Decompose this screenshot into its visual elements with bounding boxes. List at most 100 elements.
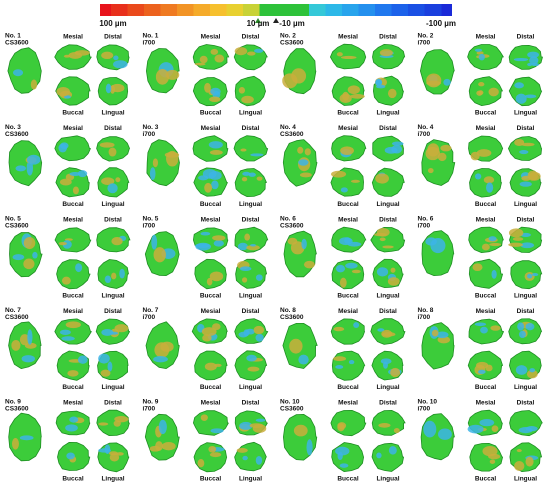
view-label: Lingual bbox=[239, 384, 262, 391]
deviation-patch bbox=[438, 428, 452, 440]
deviation-patch bbox=[440, 144, 452, 152]
view-label: Mesial bbox=[476, 125, 496, 132]
deviation-patch bbox=[336, 52, 343, 57]
view-label: Distal bbox=[242, 34, 260, 41]
view-label: Mesial bbox=[476, 400, 496, 407]
view-label: Distal bbox=[104, 400, 122, 407]
deviation-patch bbox=[513, 57, 529, 62]
deviation-patch bbox=[437, 152, 447, 162]
deviation-patch bbox=[23, 258, 35, 270]
deviation-patch bbox=[382, 245, 394, 249]
view-label: Distal bbox=[379, 308, 397, 315]
deviation-patch bbox=[77, 355, 88, 364]
deviation-patch bbox=[478, 53, 485, 61]
deviation-patch bbox=[515, 93, 527, 104]
tooth-surface bbox=[8, 140, 43, 187]
deviation-patch bbox=[149, 167, 156, 181]
view-label: Lingual bbox=[101, 384, 124, 391]
deviation-patch bbox=[525, 456, 534, 467]
deviation-patch bbox=[98, 353, 110, 364]
deviation-patch bbox=[209, 452, 222, 458]
deviation-patch bbox=[350, 94, 365, 99]
view-label: Distal bbox=[104, 125, 122, 132]
tooth-surface bbox=[468, 258, 503, 289]
view-label: Distal bbox=[379, 125, 397, 132]
deviation-patch bbox=[289, 338, 303, 354]
deviation-patch bbox=[486, 182, 494, 193]
tooth-surface bbox=[371, 442, 404, 472]
panel-number: No. 7 bbox=[5, 307, 21, 314]
deviation-patch bbox=[59, 178, 72, 186]
deviation-patch bbox=[242, 455, 248, 461]
view-label: Lingual bbox=[239, 476, 262, 483]
deviation-patch bbox=[348, 360, 355, 365]
deviation-patch bbox=[239, 421, 253, 430]
deviation-patch bbox=[151, 234, 158, 250]
deviation-patch bbox=[60, 142, 69, 149]
deviation-patch bbox=[489, 242, 502, 247]
deviation-patch bbox=[377, 328, 385, 332]
deviation-patch bbox=[340, 146, 354, 155]
deviation-patch bbox=[247, 366, 260, 372]
view-label: Lingual bbox=[514, 201, 537, 208]
deviation-patch bbox=[165, 69, 180, 80]
deviation-patch bbox=[153, 356, 168, 363]
deviation-patch bbox=[508, 228, 524, 238]
deviation-patch bbox=[161, 442, 176, 451]
view-label: Distal bbox=[517, 34, 535, 41]
deviation-patch bbox=[199, 55, 208, 64]
deviation-patch bbox=[467, 424, 484, 434]
scale-segment bbox=[358, 4, 376, 16]
view-label: Distal bbox=[242, 400, 260, 407]
deviation-patch bbox=[66, 452, 75, 460]
panel-number: No. 6 bbox=[418, 216, 434, 223]
deviation-patch bbox=[208, 171, 222, 180]
scale-label: 100 µm bbox=[99, 19, 126, 28]
panel-device: CS3600 bbox=[280, 131, 304, 138]
panel-number: No. 2 bbox=[418, 33, 434, 40]
view-label: Buccal bbox=[475, 384, 497, 391]
deviation-patch bbox=[12, 254, 25, 261]
view-label: Buccal bbox=[475, 110, 497, 117]
deviation-patch bbox=[514, 82, 524, 89]
deviation-patch bbox=[15, 165, 27, 172]
view-label: Distal bbox=[379, 34, 397, 41]
deviation-patch bbox=[204, 182, 213, 193]
deviation-patch bbox=[391, 144, 403, 154]
deviation-patch bbox=[65, 424, 78, 432]
panel-device: CS3600 bbox=[5, 131, 29, 138]
scale-segment bbox=[127, 4, 145, 16]
deviation-patch bbox=[525, 323, 535, 331]
panel-device: i700 bbox=[418, 314, 431, 321]
view-label: Lingual bbox=[514, 293, 537, 300]
deviation-patch bbox=[59, 329, 71, 335]
view-label: Mesial bbox=[63, 34, 83, 41]
view-label: Distal bbox=[104, 217, 122, 224]
deviation-patch bbox=[376, 84, 386, 89]
deviation-patch bbox=[202, 334, 212, 342]
deviation-patch bbox=[239, 266, 252, 272]
deviation-patch bbox=[254, 48, 264, 53]
deviation-patch bbox=[478, 90, 484, 95]
view-label: Mesial bbox=[63, 217, 83, 224]
tooth-surface bbox=[192, 135, 229, 162]
deviation-patch bbox=[210, 428, 224, 434]
panel-number: No. 9 bbox=[5, 399, 21, 406]
deviation-patch bbox=[108, 147, 117, 157]
deviation-patch bbox=[241, 277, 248, 283]
deviation-patch bbox=[517, 322, 525, 331]
deviation-patch bbox=[426, 73, 442, 88]
tooth-surface bbox=[508, 136, 542, 161]
deviation-patch bbox=[75, 263, 83, 273]
deviation-patch bbox=[250, 153, 264, 157]
deviation-patch bbox=[155, 68, 170, 85]
deviation-patch bbox=[379, 49, 393, 57]
deviation-patch bbox=[333, 326, 345, 332]
deviation-patch bbox=[158, 419, 167, 435]
view-label: Mesial bbox=[338, 308, 358, 315]
